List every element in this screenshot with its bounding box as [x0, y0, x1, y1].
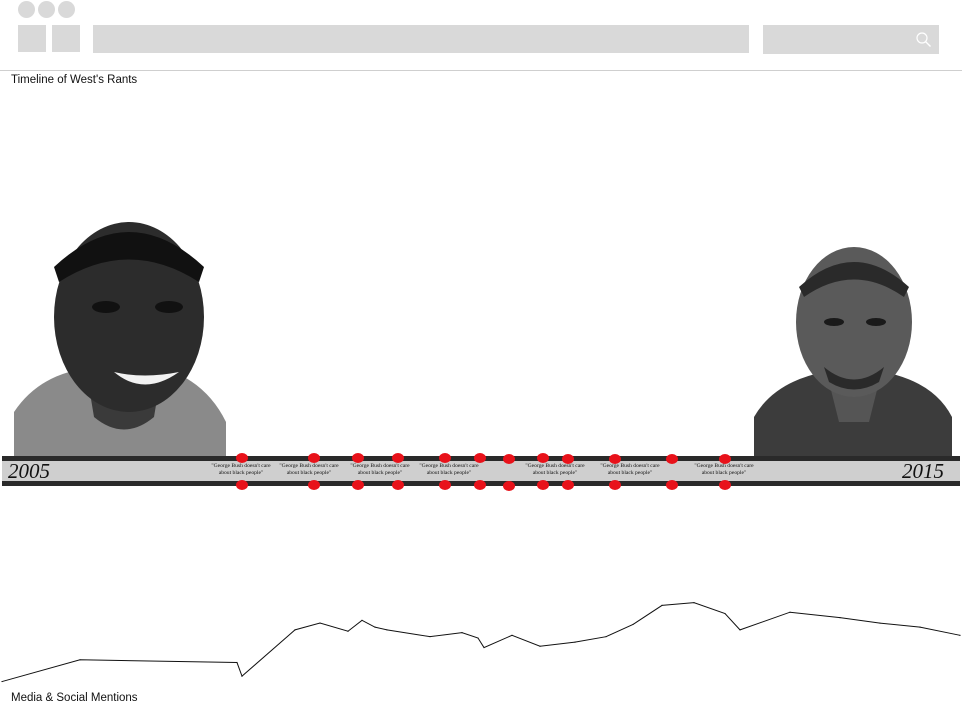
start-year-label: 2005 [8, 459, 50, 483]
event-marker[interactable] [236, 480, 248, 490]
event-quote: "George Bush doesn't care about black pe… [279, 463, 339, 476]
event-marker[interactable] [719, 454, 731, 464]
mentions-chart [1, 602, 961, 683]
chart-label: Media & Social Mentions [11, 692, 138, 704]
portrait-2015 [754, 242, 952, 457]
timeline-band [2, 461, 960, 481]
event-quote: "George Bush doesn't care about black pe… [211, 463, 271, 476]
search-icon[interactable] [915, 31, 933, 49]
event-marker[interactable] [719, 480, 731, 490]
address-bar[interactable] [93, 25, 749, 53]
event-quote: "George Bush doesn't care about black pe… [350, 463, 410, 476]
event-marker[interactable] [503, 481, 515, 491]
event-marker[interactable] [666, 480, 678, 490]
event-marker[interactable] [537, 453, 549, 463]
event-marker[interactable] [392, 453, 404, 463]
header-divider [0, 70, 962, 71]
event-marker[interactable] [666, 454, 678, 464]
event-marker[interactable] [308, 480, 320, 490]
window-control-dot[interactable] [38, 1, 55, 18]
event-marker[interactable] [439, 480, 451, 490]
event-marker[interactable] [562, 480, 574, 490]
event-marker[interactable] [562, 454, 574, 464]
event-quote: "George Bush doesn't care about black pe… [525, 463, 585, 476]
mentions-series-line [1, 602, 961, 683]
event-marker[interactable] [503, 454, 515, 464]
end-year-label: 2015 [902, 459, 944, 483]
event-marker[interactable] [537, 480, 549, 490]
search-input[interactable] [763, 25, 939, 54]
portrait-2005 [14, 207, 226, 457]
event-marker[interactable] [439, 453, 451, 463]
event-marker[interactable] [352, 480, 364, 490]
event-quote: "George Bush doesn't care about black pe… [419, 463, 479, 476]
window-control-dot[interactable] [58, 1, 75, 18]
event-quote: "George Bush doesn't care about black pe… [600, 463, 660, 476]
event-marker[interactable] [474, 480, 486, 490]
event-marker[interactable] [609, 480, 621, 490]
event-marker[interactable] [392, 480, 404, 490]
event-marker[interactable] [352, 453, 364, 463]
event-marker[interactable] [236, 453, 248, 463]
event-marker[interactable] [474, 453, 486, 463]
forward-button[interactable] [52, 25, 80, 52]
window-control-dot[interactable] [18, 1, 35, 18]
back-button[interactable] [18, 25, 46, 52]
event-marker[interactable] [609, 454, 621, 464]
event-marker[interactable] [308, 453, 320, 463]
event-quote: "George Bush doesn't care about black pe… [694, 463, 754, 476]
page-title: Timeline of West's Rants [11, 74, 138, 86]
